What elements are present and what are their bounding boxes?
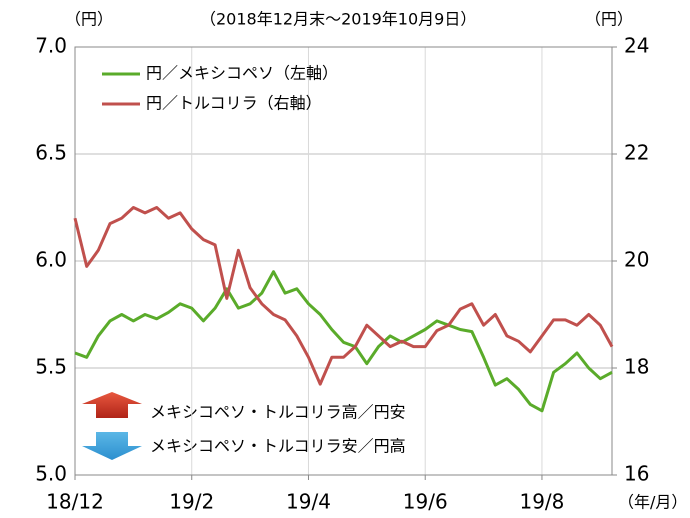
up-arrow — [82, 392, 142, 418]
x-tick-label: 19/6 — [403, 490, 448, 514]
annotation: メキシコペソ・トルコリラ安／円高 — [150, 437, 406, 456]
y2-tick-label: 20 — [624, 248, 649, 272]
chart-title: （2018年12月末～2019年10月9日） — [200, 10, 476, 29]
y2-axis-label: （円） — [585, 10, 633, 29]
y-tick-label: 6.0 — [35, 248, 67, 272]
y-tick-label: 5.5 — [35, 355, 67, 379]
y2-tick-label: 18 — [624, 355, 649, 379]
legend-label: 円／メキシコペソ（左軸） — [146, 64, 338, 83]
y-axis-label: （円） — [65, 10, 113, 29]
y2-tick-label: 22 — [624, 141, 649, 165]
x-tick-label: 19/2 — [169, 490, 214, 514]
annotation: メキシコペソ・トルコリラ高／円安 — [150, 403, 406, 422]
y-tick-label: 7.0 — [35, 34, 67, 58]
down-arrow — [82, 432, 142, 460]
y-tick-label: 5.0 — [35, 462, 67, 486]
x-tick-label: 18/12 — [46, 490, 104, 514]
y2-tick-label: 24 — [624, 34, 649, 58]
y-tick-label: 6.5 — [35, 141, 67, 165]
y2-tick-label: 16 — [624, 462, 649, 486]
data-line — [73, 206, 614, 386]
x-tick-label: 19/4 — [286, 490, 331, 514]
x-axis-label: （年/月） — [618, 493, 687, 512]
plot-frame — [74, 46, 613, 476]
x-tick-label: 19/8 — [519, 490, 564, 514]
data-line — [74, 270, 613, 413]
legend-label: 円／トルコリラ（右軸） — [146, 94, 322, 113]
